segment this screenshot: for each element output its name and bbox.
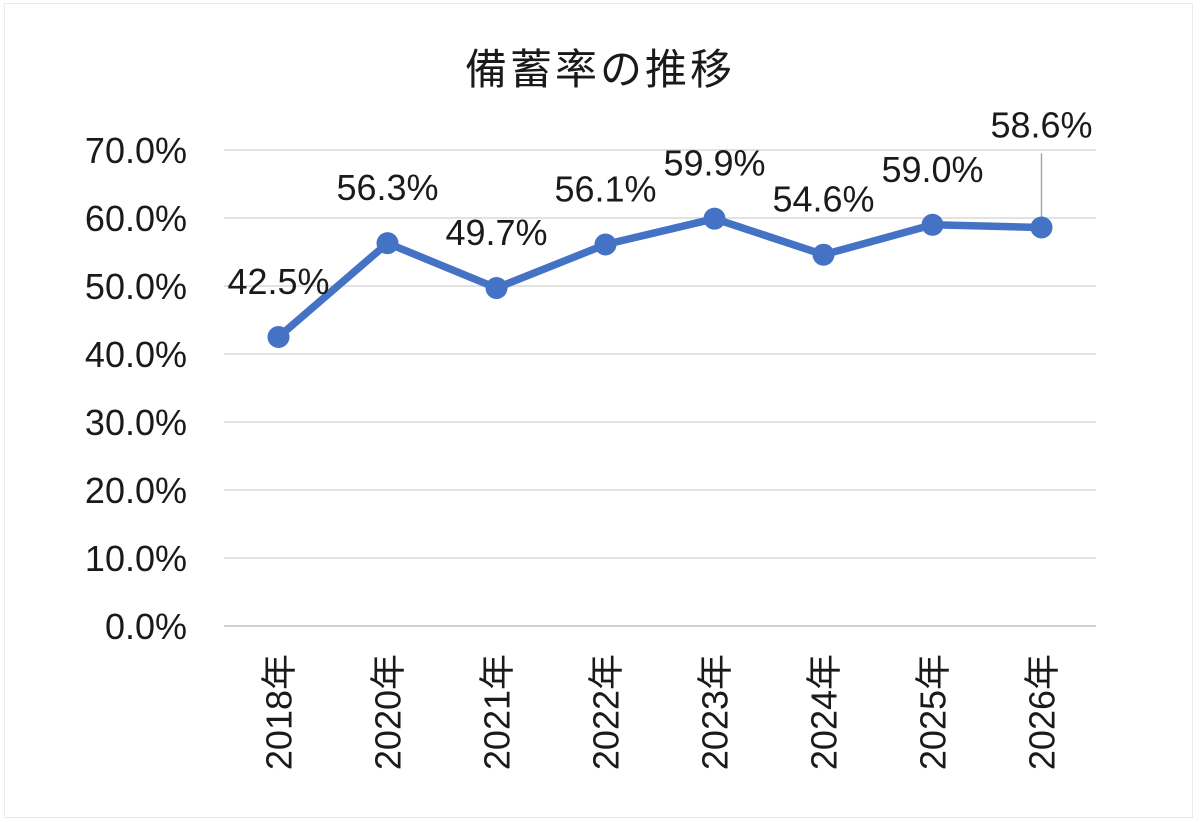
data-point-marker: [703, 207, 726, 230]
data-label: 56.1%: [554, 169, 656, 210]
data-point-marker: [812, 243, 835, 266]
x-axis-label: 2026年: [1022, 654, 1063, 770]
x-axis-label: 2021年: [477, 654, 518, 770]
data-label: 54.6%: [772, 179, 874, 220]
data-label: 49.7%: [445, 212, 547, 253]
x-axis-label: 2020年: [368, 654, 409, 770]
data-label: 59.0%: [881, 149, 983, 190]
x-axis-label: 2022年: [586, 654, 627, 770]
data-point-marker: [1030, 216, 1053, 239]
x-axis-label: 2018年: [259, 654, 300, 770]
y-axis-label: 20.0%: [85, 470, 187, 511]
data-point-marker: [376, 232, 399, 255]
y-axis-label: 30.0%: [85, 402, 187, 443]
y-axis-label: 70.0%: [85, 130, 187, 171]
x-axis-label: 2023年: [695, 654, 736, 770]
data-point-marker: [485, 277, 508, 300]
data-point-marker: [594, 233, 617, 256]
series-line: [274, 214, 1046, 341]
data-point-marker: [267, 326, 290, 348]
y-axis-label: 0.0%: [105, 606, 187, 647]
data-point-marker: [921, 213, 944, 236]
data-label: 42.5%: [227, 261, 329, 302]
y-axis-label: 50.0%: [85, 266, 187, 307]
x-axis-label: 2024年: [804, 654, 845, 770]
x-axis-label: 2025年: [913, 654, 954, 770]
chart-title: 備蓄率の推移: [464, 46, 735, 93]
y-axis-label: 40.0%: [85, 334, 187, 375]
y-axis-label: 10.0%: [85, 538, 187, 579]
data-label: 56.3%: [336, 167, 438, 208]
data-label: 59.9%: [663, 143, 765, 184]
data-label: 58.6%: [990, 105, 1092, 146]
y-axis-label: 60.0%: [85, 198, 187, 239]
